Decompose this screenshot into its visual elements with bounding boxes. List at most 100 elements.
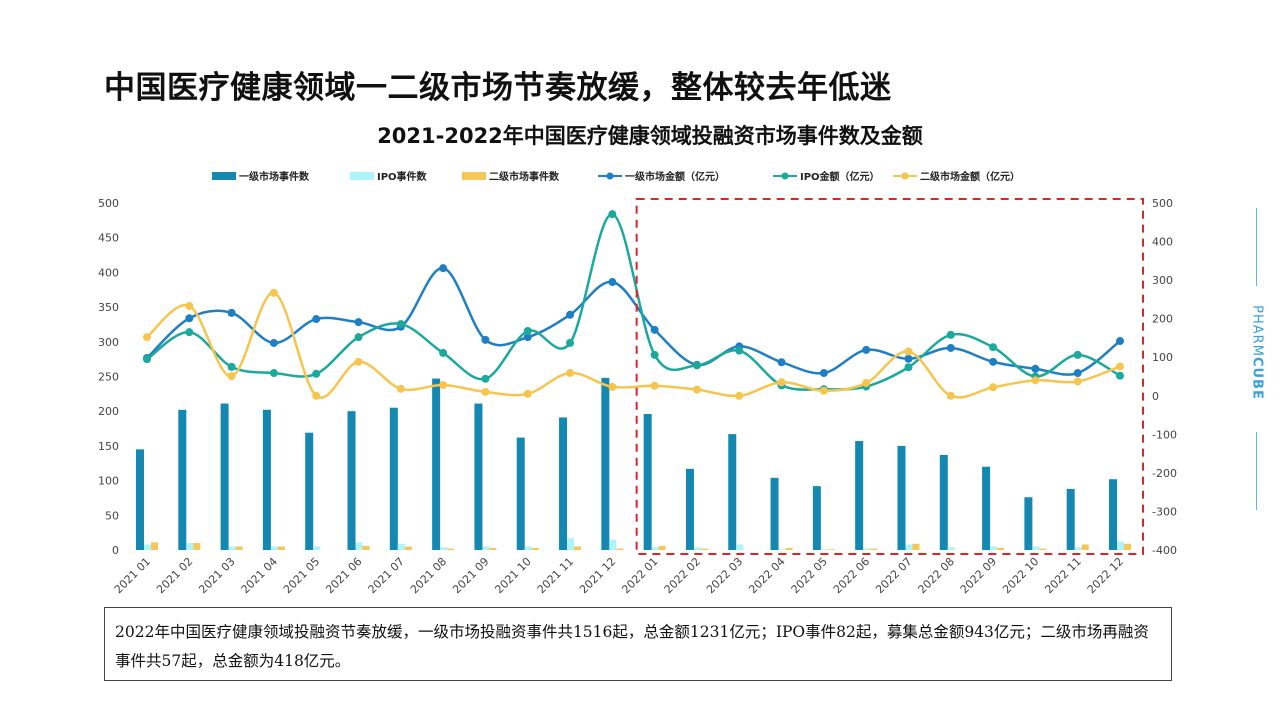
bar-ipo-count bbox=[482, 546, 490, 550]
bar-primary-count bbox=[1109, 479, 1117, 550]
point-secondary-amount bbox=[819, 386, 828, 395]
point-secondary-amount bbox=[650, 381, 659, 390]
line-primary-amount bbox=[146, 266, 1121, 376]
x-tick-label: 2022 08 bbox=[916, 555, 957, 596]
legend-marker bbox=[901, 172, 909, 180]
point-secondary-amount bbox=[989, 383, 998, 392]
point-ipo-amount bbox=[608, 210, 617, 219]
left-tick-label: 250 bbox=[98, 371, 119, 384]
legend-swatch bbox=[350, 172, 374, 180]
point-ipo-amount bbox=[396, 320, 405, 329]
point-secondary-amount bbox=[735, 391, 744, 400]
bar-primary-count bbox=[601, 377, 610, 550]
point-ipo-amount bbox=[354, 333, 363, 342]
legend-item: IPO事件数 bbox=[350, 170, 428, 183]
bar-primary-count bbox=[939, 454, 948, 550]
point-ipo-amount bbox=[566, 338, 575, 347]
point-ipo-amount bbox=[1116, 371, 1124, 380]
x-tick-label: 2022 10 bbox=[1000, 555, 1041, 596]
point-primary-amount bbox=[523, 333, 532, 342]
bar-ipo-count bbox=[524, 546, 532, 550]
legend: 一级市场事件数 IPO事件数 二级市场事件数 一级市场金额（亿元） IPO金额（亿元） 二… bbox=[212, 170, 1020, 183]
legend-marker bbox=[606, 172, 614, 180]
legend-swatch bbox=[462, 172, 486, 180]
x-tick-label: 2022 09 bbox=[958, 555, 999, 596]
point-secondary-amount bbox=[566, 369, 575, 378]
point-secondary-amount bbox=[312, 391, 321, 400]
legend-label: 二级市场事件数 bbox=[489, 170, 560, 183]
bar-ipo-count bbox=[397, 543, 405, 550]
x-tick-label: 2022 07 bbox=[873, 555, 914, 596]
point-secondary-amount bbox=[904, 347, 913, 356]
bar-primary-count bbox=[474, 403, 483, 550]
point-secondary-amount bbox=[1031, 376, 1040, 385]
x-tick-label: 2021 07 bbox=[366, 555, 407, 596]
headline: 中国医疗健康领域一二级市场节奏放缓，整体较去年低迷 bbox=[104, 70, 892, 106]
point-ipo-amount bbox=[523, 327, 532, 336]
bar-primary-count bbox=[305, 432, 314, 550]
point-ipo-amount bbox=[312, 369, 321, 378]
bar-secondary-count bbox=[616, 548, 624, 550]
point-secondary-amount bbox=[354, 357, 363, 366]
right-tick-label: -200 bbox=[1152, 467, 1177, 480]
point-ipo-amount bbox=[989, 343, 998, 352]
bar-primary-count bbox=[1024, 497, 1033, 550]
x-tick-label: 2021 11 bbox=[535, 555, 576, 596]
left-tick-label: 100 bbox=[98, 475, 119, 488]
right-tick-label: -300 bbox=[1152, 505, 1177, 518]
point-primary-amount bbox=[777, 358, 786, 367]
bar-secondary-count bbox=[531, 547, 539, 550]
point-primary-amount bbox=[946, 343, 955, 352]
point-secondary-amount bbox=[608, 382, 617, 391]
point-ipo-amount bbox=[185, 328, 194, 337]
x-tick-label: 2022 12 bbox=[1085, 555, 1126, 596]
legend-label: 一级市场事件数 bbox=[239, 170, 310, 183]
bar-primary-count bbox=[897, 445, 906, 550]
bar-primary-count bbox=[432, 378, 441, 550]
bar-ipo-count bbox=[355, 542, 363, 550]
brand-wordmark: PHARMCUBE bbox=[1249, 305, 1265, 400]
bar-ipo-count bbox=[693, 547, 701, 550]
bar-primary-count bbox=[770, 477, 779, 550]
bar-secondary-count bbox=[193, 543, 201, 550]
legend-item: IPO金额（亿元） bbox=[773, 170, 880, 183]
bars bbox=[136, 377, 1131, 550]
point-secondary-amount bbox=[862, 379, 871, 388]
brand-divider-bottom bbox=[1256, 432, 1257, 510]
brand-logo: PHARMCUBE bbox=[1245, 200, 1269, 510]
bar-secondary-count bbox=[700, 548, 708, 550]
right-tick-label: 0 bbox=[1152, 390, 1159, 403]
point-secondary-amount bbox=[1073, 377, 1082, 386]
bar-secondary-count bbox=[1039, 548, 1047, 550]
point-primary-amount bbox=[481, 335, 490, 344]
bar-primary-count bbox=[178, 409, 187, 550]
point-primary-amount bbox=[566, 310, 575, 319]
legend-label: IPO事件数 bbox=[377, 170, 428, 183]
point-primary-amount bbox=[650, 325, 659, 334]
point-ipo-amount bbox=[946, 330, 955, 339]
point-primary-amount bbox=[862, 345, 871, 354]
bar-ipo-count bbox=[609, 539, 617, 550]
bar-ipo-count bbox=[440, 547, 448, 550]
legend-label: IPO金额（亿元） bbox=[800, 170, 880, 183]
bar-ipo-count bbox=[1074, 547, 1082, 550]
brand-divider-top bbox=[1256, 208, 1257, 286]
bar-primary-count bbox=[516, 437, 525, 550]
bar-secondary-count bbox=[489, 547, 497, 550]
legend-item: 一级市场金额（亿元） bbox=[598, 170, 725, 183]
legend-marker bbox=[781, 172, 789, 180]
bar-primary-count bbox=[855, 441, 864, 550]
x-tick-label: 2022 02 bbox=[662, 555, 703, 596]
point-primary-amount bbox=[312, 315, 321, 324]
point-secondary-amount bbox=[692, 385, 701, 394]
bar-ipo-count bbox=[863, 548, 871, 550]
left-tick-label: 150 bbox=[98, 440, 119, 453]
x-tick-label: 2021 04 bbox=[239, 555, 280, 596]
point-ipo-amount bbox=[143, 355, 151, 364]
bar-secondary-count bbox=[912, 543, 920, 550]
right-tick-label: -400 bbox=[1152, 544, 1177, 557]
bar-secondary-count bbox=[827, 549, 835, 550]
highlight-box-2022 bbox=[635, 198, 1144, 555]
point-primary-amount bbox=[1031, 364, 1040, 373]
legend-label: 二级市场金额（亿元） bbox=[920, 170, 1020, 183]
